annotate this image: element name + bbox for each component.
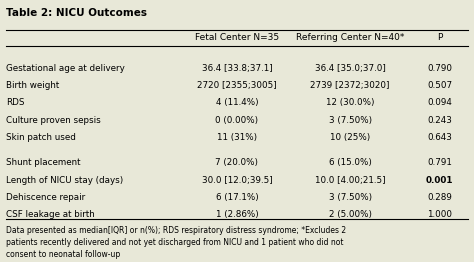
Text: 12 (30.0%): 12 (30.0%) xyxy=(326,99,374,107)
Text: CSF leakage at birth: CSF leakage at birth xyxy=(6,210,95,219)
Text: RDS: RDS xyxy=(6,99,25,107)
Text: 2720 [2355;3005]: 2720 [2355;3005] xyxy=(197,81,277,90)
Text: Referring Center N=40*: Referring Center N=40* xyxy=(296,33,404,42)
Text: 0.791: 0.791 xyxy=(427,158,452,167)
Text: 36.4 [33.8;37.1]: 36.4 [33.8;37.1] xyxy=(201,64,273,73)
Text: 0.243: 0.243 xyxy=(427,116,452,125)
Text: 0.643: 0.643 xyxy=(427,133,452,142)
Text: 0.289: 0.289 xyxy=(427,193,452,202)
Text: Data presented as median[IQR] or n(%); RDS respiratory distress syndrome; *Exclu: Data presented as median[IQR] or n(%); R… xyxy=(6,226,346,259)
Text: Shunt placement: Shunt placement xyxy=(6,158,81,167)
Text: 36.4 [35.0;37.0]: 36.4 [35.0;37.0] xyxy=(315,64,385,73)
Text: Fetal Center N=35: Fetal Center N=35 xyxy=(195,33,279,42)
Text: Skin patch used: Skin patch used xyxy=(6,133,76,142)
Text: Table 2: NICU Outcomes: Table 2: NICU Outcomes xyxy=(6,8,147,18)
Text: Dehiscence repair: Dehiscence repair xyxy=(6,193,85,202)
Text: 0 (0.00%): 0 (0.00%) xyxy=(216,116,258,125)
Text: 30.0 [12.0;39.5]: 30.0 [12.0;39.5] xyxy=(201,176,273,184)
Text: 0.790: 0.790 xyxy=(427,64,452,73)
Text: 4 (11.4%): 4 (11.4%) xyxy=(216,99,258,107)
Text: 3 (7.50%): 3 (7.50%) xyxy=(328,193,372,202)
Text: 6 (15.0%): 6 (15.0%) xyxy=(328,158,372,167)
Text: 10.0 [4.00;21.5]: 10.0 [4.00;21.5] xyxy=(315,176,385,184)
Text: 0.507: 0.507 xyxy=(427,81,452,90)
Text: Culture proven sepsis: Culture proven sepsis xyxy=(6,116,101,125)
Text: Gestational age at delivery: Gestational age at delivery xyxy=(6,64,125,73)
Text: 3 (7.50%): 3 (7.50%) xyxy=(328,116,372,125)
Text: 2739 [2372;3020]: 2739 [2372;3020] xyxy=(310,81,390,90)
Text: 1.000: 1.000 xyxy=(427,210,452,219)
Text: 11 (31%): 11 (31%) xyxy=(217,133,257,142)
Text: 6 (17.1%): 6 (17.1%) xyxy=(216,193,258,202)
Text: 0.001: 0.001 xyxy=(426,176,453,184)
Text: 10 (25%): 10 (25%) xyxy=(330,133,370,142)
Text: 2 (5.00%): 2 (5.00%) xyxy=(328,210,372,219)
Text: Birth weight: Birth weight xyxy=(6,81,59,90)
Text: Length of NICU stay (days): Length of NICU stay (days) xyxy=(6,176,123,184)
Text: 7 (20.0%): 7 (20.0%) xyxy=(216,158,258,167)
Text: 0.094: 0.094 xyxy=(427,99,452,107)
Text: 1 (2.86%): 1 (2.86%) xyxy=(216,210,258,219)
Text: P: P xyxy=(437,33,442,42)
